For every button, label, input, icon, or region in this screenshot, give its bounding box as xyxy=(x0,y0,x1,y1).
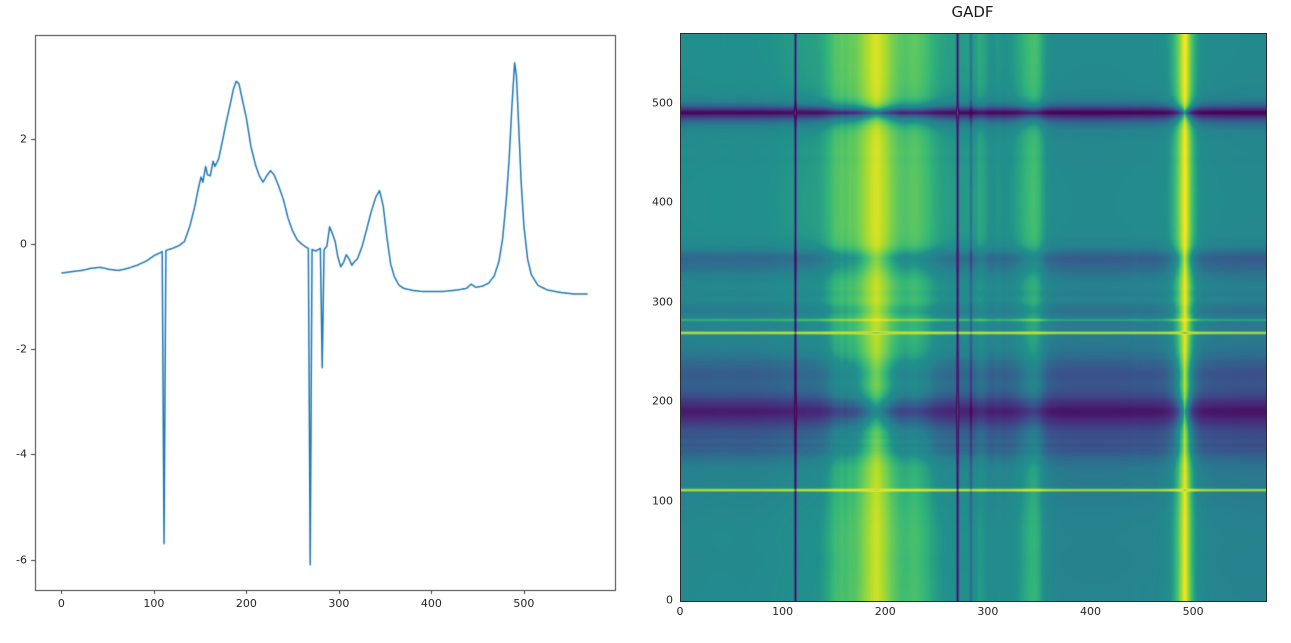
tick-label: -6 xyxy=(16,553,27,567)
tick-label: 500 xyxy=(513,597,535,610)
signal-line-plot: 0 100 200 300 400 500 -6 -4 -2 0 2 xyxy=(0,0,650,643)
tick-label: 300 xyxy=(328,597,350,610)
tick-label: 400 xyxy=(420,597,442,610)
tick-label: 0 xyxy=(666,593,673,607)
tick-label: 300 xyxy=(977,605,999,618)
tick-label: 0 xyxy=(676,605,684,618)
tick-label: 0 xyxy=(20,237,27,251)
line-plot-canvas xyxy=(0,0,650,643)
gadf-heatmap-plot: GADF 0 100 200 300 400 500 0 100 200 300 400 500 xyxy=(640,0,1291,643)
tick-label: -4 xyxy=(16,447,27,461)
tick-label: 500 xyxy=(652,96,673,110)
tick-label: 200 xyxy=(235,597,257,610)
tick-label: 500 xyxy=(1182,605,1204,618)
tick-label: 400 xyxy=(1080,605,1102,618)
tick-label: 200 xyxy=(652,394,673,408)
tick-label: 2 xyxy=(20,132,27,146)
tick-label: -2 xyxy=(16,342,27,356)
heatmap-title: GADF xyxy=(951,3,994,21)
tick-label: 300 xyxy=(652,295,673,309)
gadf-heatmap-canvas xyxy=(680,33,1267,602)
tick-label: 0 xyxy=(57,597,65,610)
tick-label: 100 xyxy=(143,597,165,610)
tick-label: 400 xyxy=(652,195,673,209)
tick-label: 200 xyxy=(874,605,896,618)
tick-label: 100 xyxy=(772,605,794,618)
tick-label: 100 xyxy=(652,494,673,508)
